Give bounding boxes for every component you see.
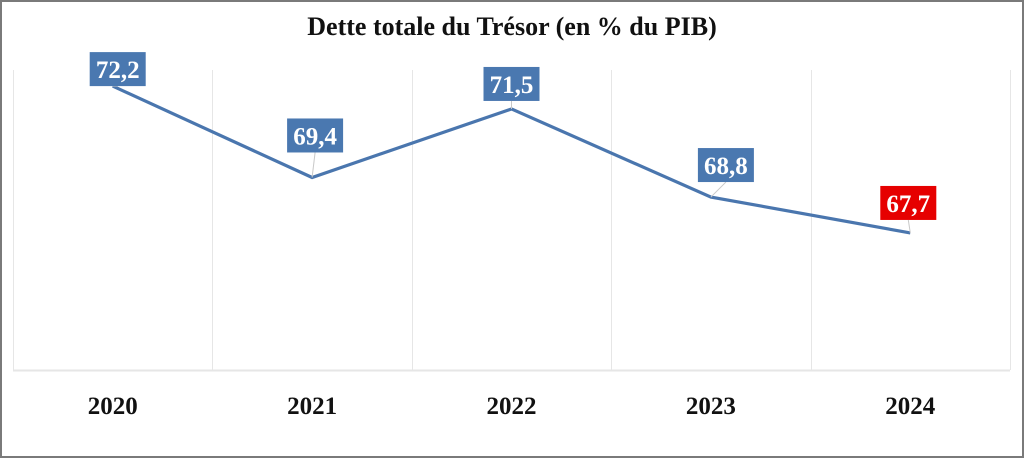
data-label-box — [697, 148, 754, 183]
leader-line — [311, 152, 316, 178]
x-tick-label: 2023 — [686, 393, 736, 420]
data-label-text: 72,2 — [96, 57, 140, 84]
x-tick-label: 2020 — [88, 393, 138, 420]
data-label-text: 68,8 — [704, 153, 748, 180]
data-label: 71,5 — [483, 66, 540, 101]
data-label: 68,8 — [697, 148, 754, 183]
data-label-box — [287, 118, 344, 153]
data-labels: 72,2 69,4 71,5 68,8 67,7 — [89, 52, 937, 220]
chart-title: Dette totale du Trésor (en % du PIB) — [307, 12, 717, 41]
x-axis-tick-labels: 2020 2021 2022 2023 2024 — [88, 393, 936, 420]
data-label-text: 67,7 — [886, 191, 930, 218]
data-label: 72,2 — [89, 52, 146, 87]
x-tick-label: 2022 — [487, 393, 537, 420]
x-tick-label: 2021 — [287, 393, 337, 420]
x-tick-label: 2024 — [885, 393, 936, 420]
vertical-gridlines — [13, 70, 1011, 370]
leader-line — [907, 219, 911, 234]
data-label-highlighted: 67,7 — [880, 185, 937, 220]
data-label: 69,4 — [287, 118, 344, 153]
data-label-box — [89, 52, 146, 87]
leader-line — [710, 181, 727, 198]
data-label-text: 69,4 — [293, 123, 337, 150]
data-label-box — [483, 66, 540, 101]
data-label-text: 71,5 — [490, 72, 534, 99]
data-label-box — [880, 185, 937, 220]
